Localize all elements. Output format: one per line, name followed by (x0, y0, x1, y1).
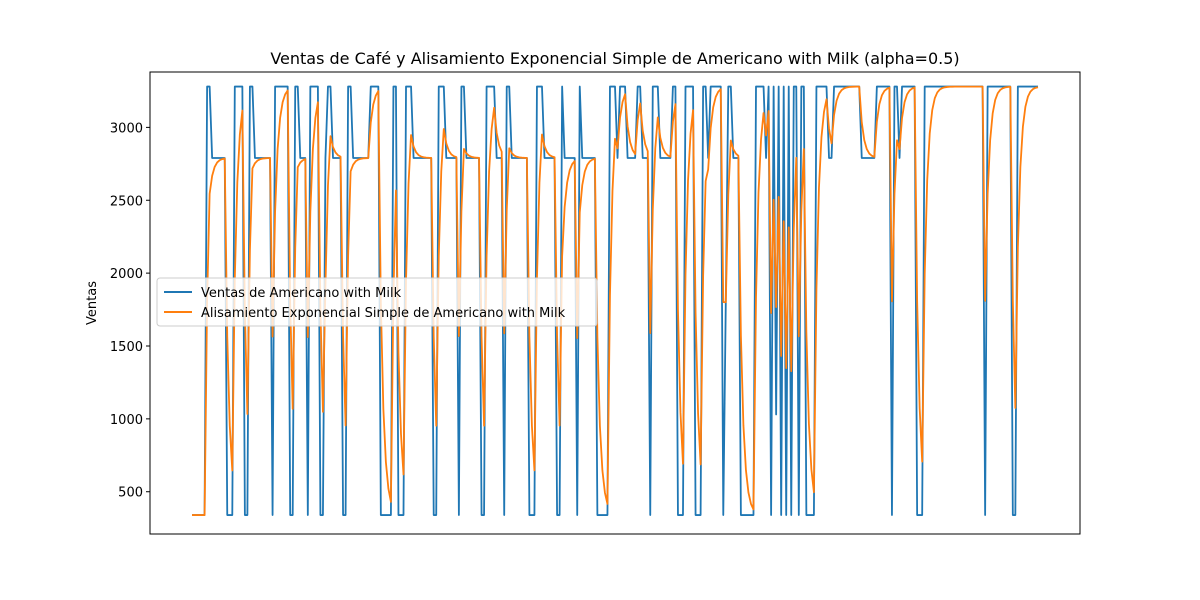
y-tick-label: 2000 (110, 267, 143, 282)
y-tick-label: 3000 (110, 121, 143, 136)
legend-label-smoothing: Alisamiento Exponencial Simple de Americ… (201, 306, 566, 321)
y-tick-label: 1000 (110, 413, 143, 428)
series-line-smoothing (192, 85, 1039, 516)
y-tick-label: 1500 (110, 340, 143, 355)
legend-box (156, 277, 598, 327)
y-tick-label: 500 (118, 486, 143, 501)
legend: Ventas de Americano with Milk Alisamient… (156, 277, 598, 327)
y-axis-label: Ventas (85, 281, 100, 325)
chart-title: Ventas de Café y Alisamiento Exponencial… (270, 49, 959, 68)
legend-label-sales: Ventas de Americano with Milk (201, 286, 402, 301)
series-layer (192, 85, 1039, 516)
series-line-sales (192, 85, 1038, 516)
y-axis: 500 1000 1500 2000 2500 3000 (110, 121, 150, 501)
plot-frame (149, 71, 1081, 535)
y-tick-label: 2500 (110, 194, 143, 209)
